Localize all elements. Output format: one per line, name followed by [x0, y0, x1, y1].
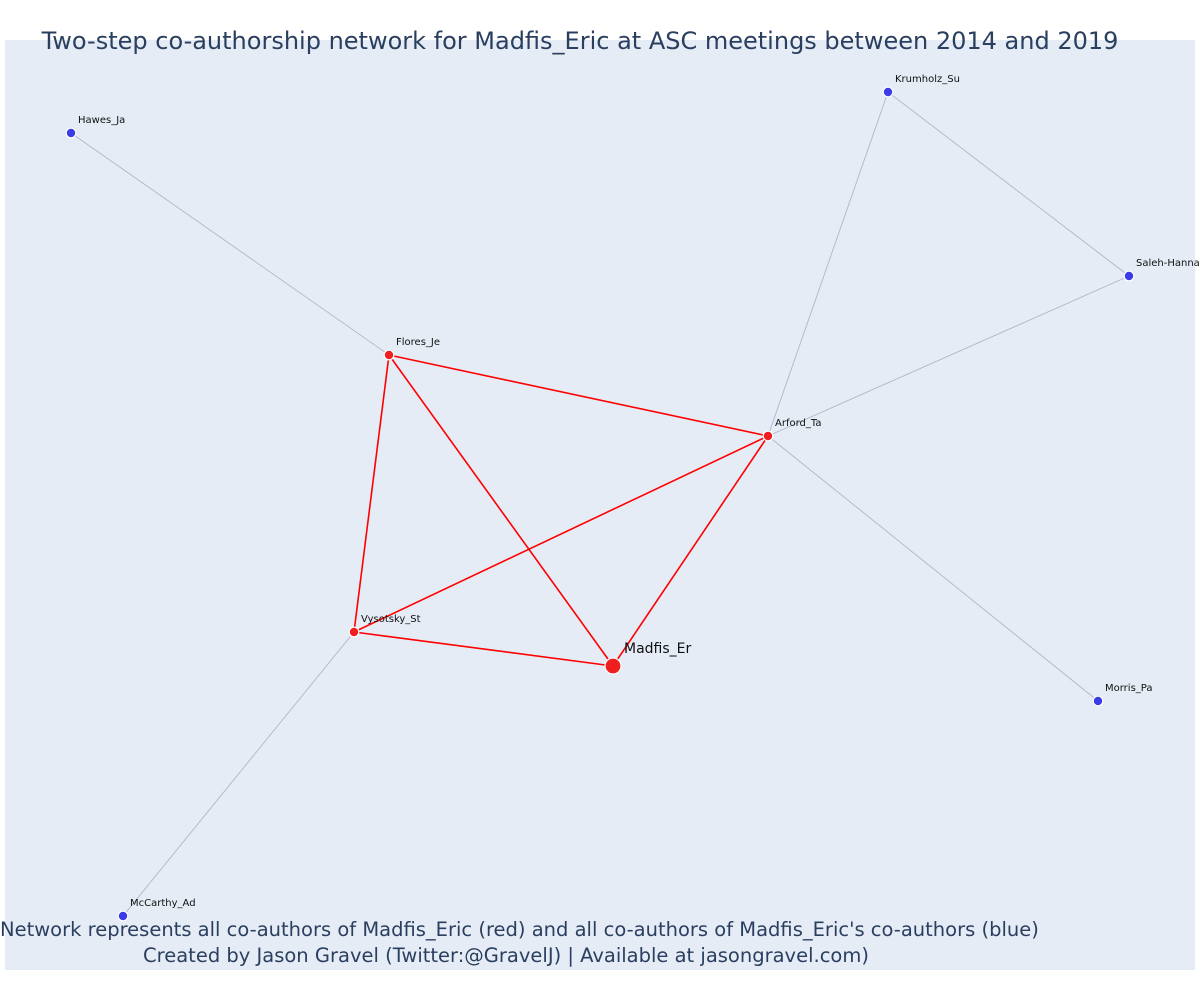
edge-Krumholz_Su-Arford_Ta [768, 92, 888, 436]
edge-Krumholz_Su-Saleh-Hanna [888, 92, 1129, 276]
footer-caption: Network represents all co-authors of Mad… [0, 918, 1012, 941]
edge-Arford_Ta-Morris_Pa [768, 436, 1098, 701]
footer-credit: Created by Jason Gravel (Twitter:@Gravel… [0, 944, 1012, 967]
node-label-Krumholz_Su: Krumholz_Su [895, 74, 960, 85]
labels-layer: Madfis_Er Flores_Je Arford_Ta Vysotsky_St Ha… [78, 74, 1200, 909]
node-label-Vysotsky_St: Vysotsky_St [361, 614, 421, 625]
edge-Saleh-Hanna-Arford_Ta [768, 276, 1129, 436]
node-Madfis_Er[interactable] [605, 658, 621, 674]
node-label-Madfis_Er: Madfis_Er [624, 641, 692, 657]
edge-Arford_Ta-Vysotsky_St [354, 436, 768, 632]
node-Saleh-Hanna[interactable] [1124, 271, 1134, 281]
edge-Hawes_Ja-Flores_Je [71, 133, 389, 355]
edge-Flores_Je-Arford_Ta [389, 355, 768, 436]
nodes-layer [66, 87, 1134, 921]
node-label-Arford_Ta: Arford_Ta [775, 418, 821, 429]
node-Vysotsky_St[interactable] [349, 627, 359, 637]
node-label-McCarthy_Ad: McCarthy_Ad [130, 898, 196, 909]
node-label-Hawes_Ja: Hawes_Ja [78, 115, 125, 126]
node-label-Flores_Je: Flores_Je [396, 337, 440, 348]
edge-Flores_Je-Vysotsky_St [354, 355, 389, 632]
edge-Vysotsky_St-McCarthy_Ad [123, 632, 354, 916]
edge-Arford_Ta-Madfis_Er [613, 436, 768, 666]
edge-Vysotsky_St-Madfis_Er [354, 632, 613, 666]
node-Flores_Je[interactable] [384, 350, 394, 360]
edge-Flores_Je-Madfis_Er [389, 355, 613, 666]
node-label-Saleh-Hanna: Saleh-Hanna [1136, 258, 1200, 269]
edges-layer [71, 92, 1129, 916]
chart-title: Two-step co-authorship network for Madfi… [0, 27, 1160, 55]
node-Arford_Ta[interactable] [763, 431, 773, 441]
node-Hawes_Ja[interactable] [66, 128, 76, 138]
node-Morris_Pa[interactable] [1093, 696, 1103, 706]
node-label-Morris_Pa: Morris_Pa [1105, 683, 1153, 694]
node-Krumholz_Su[interactable] [883, 87, 893, 97]
